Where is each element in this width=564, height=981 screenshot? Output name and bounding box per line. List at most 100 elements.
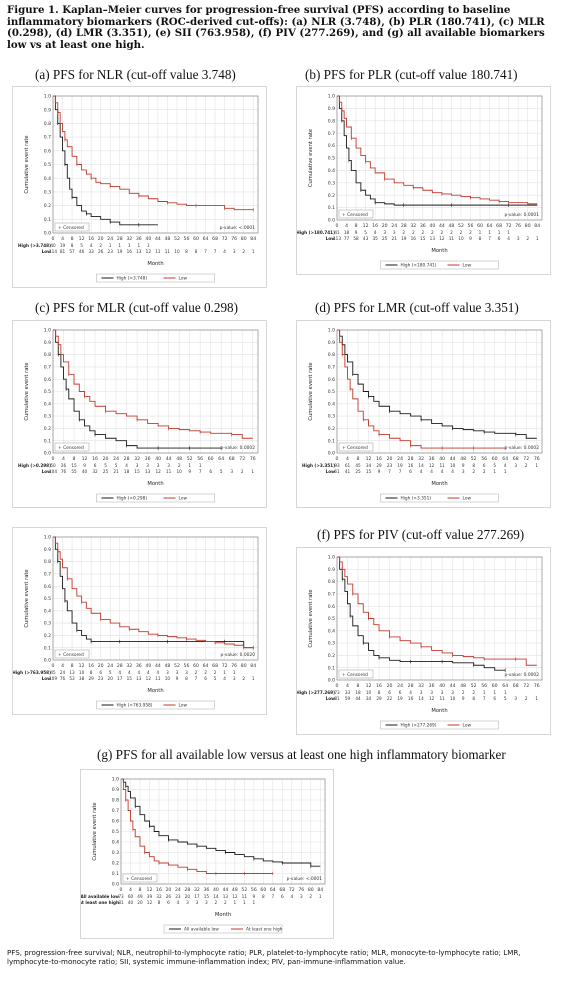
x-tick-label: 32 (134, 456, 140, 462)
y-tick-label: 0.5 (112, 829, 119, 835)
x-tick-label: 72 (523, 683, 529, 689)
x-tick-label: 72 (222, 663, 228, 669)
x-tick-label: 64 (203, 236, 209, 242)
risk-table-value: 93 (334, 463, 340, 468)
x-tick-label: 44 (450, 683, 456, 689)
x-tick-label: 16 (88, 663, 94, 669)
risk-table-value: 13 (430, 236, 436, 241)
x-tick-label: 52 (471, 456, 477, 462)
x-tick-label: 48 (164, 236, 170, 242)
risk-table-value: 40 (82, 469, 88, 474)
risk-table-value: 113 (333, 236, 341, 241)
risk-table-value: 9 (83, 463, 86, 468)
censored-key-label: + Censored (342, 672, 368, 678)
risk-table-value: 114 (49, 249, 57, 254)
censored-key-box (54, 222, 90, 232)
risk-table-value: 11 (155, 676, 161, 681)
y-tick-label: 0.1 (328, 438, 335, 444)
x-tick-label: 36 (145, 456, 151, 462)
risk-table-value: 4 (147, 670, 150, 675)
risk-table-value: 10 (165, 676, 171, 681)
km-plot-svg: 0 4 8 12 16 20 24 28 32 36 40 44 48 52 56 60 64 68 72 760.0… (18, 328, 259, 503)
y-tick-label: 0.8 (328, 118, 335, 124)
km-plot-svg: 0 4 8 12 16 20 24 28 32 36 40 44 48 52 56 60 64 68 72 760.0… (302, 328, 543, 503)
risk-table-value: 6 (204, 676, 207, 681)
risk-table-value: 2 (309, 894, 312, 899)
legend-label-series-1: High (>3.351) (401, 496, 432, 502)
legend-label-series-1: All available low (184, 927, 219, 933)
x-tick-label: 60 (208, 456, 214, 462)
risk-table-value: 38 (79, 676, 85, 681)
x-tick-label: 64 (502, 683, 508, 689)
x-tick-label: 12 (82, 456, 88, 462)
risk-table-value: 1 (251, 469, 254, 474)
risk-table-value: 33 (345, 690, 351, 695)
km-curve-series-2 (53, 329, 253, 439)
risk-table-value: 61 (334, 469, 340, 474)
risk-table-value: 3 (514, 696, 517, 701)
p-value-label: p-value: 0.0002 (505, 445, 540, 451)
risk-table-value: 50 (50, 463, 56, 468)
x-tick-label: 32 (126, 236, 132, 242)
risk-table-value: 45 (50, 670, 56, 675)
legend-label-series-1: High (>763.958) (117, 703, 153, 709)
risk-table-value: 45 (355, 463, 361, 468)
y-tick-label: 0.2 (44, 426, 51, 432)
x-tick-label: 4 (346, 456, 349, 462)
risk-table-value: 8 (262, 894, 265, 899)
risk-table-value: 41 (345, 469, 351, 474)
censored-key-label: + Censored (342, 445, 368, 451)
y-tick-label: 0.7 (44, 365, 51, 371)
risk-table-row-label: Low (42, 249, 52, 254)
y-tick-label: 0.9 (44, 547, 51, 553)
x-tick-label: 76 (231, 236, 237, 242)
x-tick-label: 24 (397, 456, 403, 462)
x-tick-label: 40 (429, 223, 435, 229)
risk-table-value: 7 (271, 894, 274, 899)
risk-table-value: 3 (430, 690, 433, 695)
x-tick-label: 0 (120, 887, 123, 893)
risk-table-value: 7 (214, 249, 217, 254)
plot-frame (120, 778, 326, 885)
plot-frame (52, 95, 259, 234)
risk-table-value: 13 (136, 676, 142, 681)
censored-key-label: + Censored (58, 445, 84, 451)
x-tick-label: 4 (61, 236, 64, 242)
x-tick-label: 4 (61, 663, 64, 669)
x-tick-label: 40 (439, 456, 445, 462)
risk-table-value: 9 (462, 463, 465, 468)
risk-table-value: 1 (252, 676, 255, 681)
risk-table-value: 21 (113, 469, 119, 474)
y-tick-label: 0.8 (44, 352, 51, 358)
risk-table-value: 4 (504, 463, 507, 468)
risk-table-row-label: Low (326, 236, 336, 241)
risk-table-value: 11 (155, 249, 161, 254)
risk-table-value: 18 (344, 230, 350, 235)
risk-table-value: 1 (319, 894, 322, 899)
y-tick-label: 0.9 (328, 106, 335, 112)
y-tick-label: 0.3 (44, 414, 51, 420)
x-tick-label: 56 (184, 236, 190, 242)
risk-table-value: 12 (429, 696, 435, 701)
censored-key-box (54, 649, 90, 659)
risk-table-value: 10 (79, 670, 85, 675)
legend-label-series-2: Low (463, 723, 472, 729)
risk-table-value: 12 (146, 676, 152, 681)
risk-table-value: 11 (439, 463, 445, 468)
risk-table-row-label: High (>3.351) (302, 463, 335, 468)
y-tick-label: 0.0 (328, 451, 335, 457)
risk-table-row-label: Low (42, 469, 52, 474)
risk-table-value: 1 (147, 243, 150, 248)
x-tick-label: 72 (289, 887, 295, 893)
risk-table-value: 109 (49, 676, 57, 681)
y-tick-label: 0.1 (44, 217, 51, 223)
x-tick-label: 60 (260, 887, 266, 893)
km-chart-all-biomarkers: 0 4 8 12 16 20 24 28 32 36 40 44 48 52 56 60 64 68 72 76 80 8… (80, 769, 334, 939)
risk-table-value: 2 (215, 900, 218, 905)
y-axis-label: Cumulative event rate (308, 589, 314, 647)
risk-table-value: 1 (223, 670, 226, 675)
risk-table-value: 14 (213, 894, 219, 899)
x-tick-label: 20 (98, 663, 104, 669)
km-curve-series-1 (337, 95, 538, 206)
p-value-label: p-value: 0.0002 (505, 672, 540, 678)
